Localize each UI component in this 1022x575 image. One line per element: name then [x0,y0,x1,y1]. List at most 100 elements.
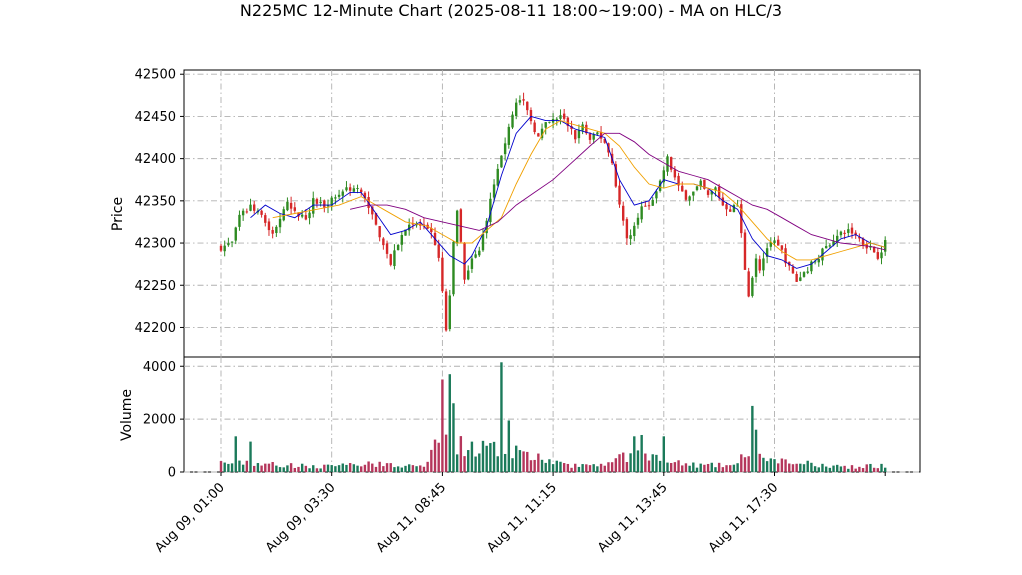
volume-bar [437,442,440,472]
candle-body [275,226,278,233]
candle-body [725,204,728,210]
volume-bar [754,429,758,472]
candle-body [754,258,758,277]
volume-tick-label: 4000 [143,360,176,375]
volume-bar [544,462,547,472]
candle-body [326,205,330,207]
candle-body [872,246,876,253]
volume-bar [459,436,463,472]
volume-bar [832,465,835,472]
candle-body [706,190,710,195]
volume-bar [658,460,662,472]
candle-body [699,180,702,187]
x-tick-label: Aug 11, 17:30 [706,480,782,556]
volume-bar [470,441,474,472]
volume-bar [448,374,451,472]
volume-bar [551,464,555,472]
volume-bar [485,445,488,472]
volume-bar [574,463,577,472]
volume-bar [651,454,654,472]
volume-bar [610,462,614,472]
moving-averages [250,115,886,269]
volume-bar [802,464,806,472]
volume-bar [245,460,249,472]
candle-body [312,198,315,214]
candle-body [529,110,533,122]
volume-bar [267,463,271,472]
volume-bar [703,464,706,472]
candle-body [861,238,865,246]
candle-body [430,227,433,233]
volume-bar [677,460,680,472]
candle-body [264,215,267,223]
volume-bar [828,467,832,472]
volume-bar [518,450,522,472]
candle-body [337,194,341,197]
volume-bar [503,453,507,472]
volume-bar [566,463,570,472]
candle-body [596,132,599,135]
volume-bar [858,466,861,472]
volume-bar [474,456,477,472]
volume-bar [791,464,795,472]
candle-body [640,206,643,220]
candle-body [518,100,522,103]
candle-body [732,205,736,213]
volume-bar [289,463,293,472]
candle-body [662,170,665,183]
volume-bar [714,467,717,472]
candle-body [740,204,743,234]
candle-body [729,209,732,212]
volume-bar [511,458,514,472]
volume-bar [271,461,274,472]
candle-body [363,192,367,198]
candle-body [832,241,835,246]
volume-bar [249,441,252,472]
volume-bar [404,465,407,472]
candle-body [249,204,252,211]
candle-body [614,164,618,187]
candle-body [673,169,677,178]
candle-body [234,227,237,241]
candle-body [238,214,241,227]
volume-bar [799,463,802,472]
volume-axis-label: Volume [119,389,135,441]
volume-bar [795,463,798,472]
price-tick-label: 42350 [135,194,176,209]
candle-body [681,185,684,192]
candle-body [854,232,857,236]
volume-bar [441,379,444,472]
candle-body [271,230,274,234]
candle-body [267,221,271,231]
volume-bar [843,465,846,472]
volume-bar [282,467,285,472]
candle-body [758,259,761,271]
volume-bar [721,467,725,472]
volume-bar [854,468,857,472]
volume-bar [692,462,695,472]
volume-bar [241,464,245,472]
candle-body [684,190,688,200]
volume-bar [629,453,632,472]
volume-bar [540,459,544,472]
volume-bar [256,463,260,472]
volume-bar [348,463,352,472]
volume-bar [308,468,311,472]
volume-bar [588,465,592,472]
x-axis: Aug 09, 01:00 Aug 09, 03:30 Aug 11, 08:45 A… [152,472,886,556]
volume-bar [622,452,625,472]
candle-body [459,209,463,242]
candle-body [850,227,854,234]
volume-bar [363,464,367,472]
volume-bar [430,449,433,472]
candle-body [743,232,747,270]
volume-bar [548,459,551,472]
x-tick-label: Aug 11, 11:15 [484,480,560,556]
candle-body [389,254,392,265]
candle-body [644,205,647,207]
volume-bar [618,454,621,472]
volume-bar [655,454,658,472]
candle-body [481,233,485,251]
candle-body [411,223,415,225]
candle-body [703,179,706,189]
